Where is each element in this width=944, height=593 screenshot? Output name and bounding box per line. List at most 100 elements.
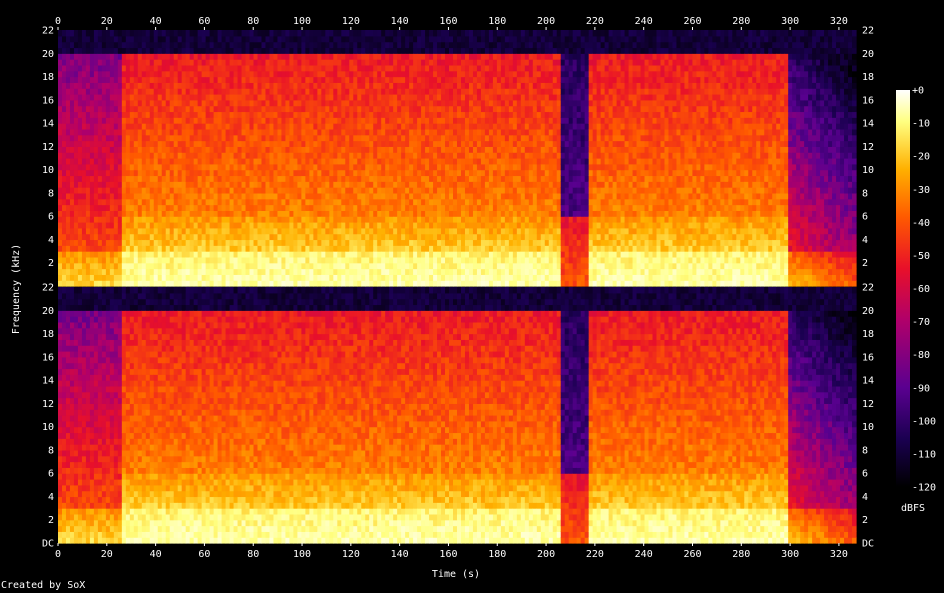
x-tick-label-top: 280	[732, 16, 750, 27]
y-tick-label-left: 22	[42, 283, 54, 294]
y-tick-label-right: 8	[862, 445, 868, 456]
y-tick-label-right: 20	[862, 306, 874, 317]
y-tick-label-left: 8	[48, 188, 54, 199]
y-tick-label-left: 18	[42, 329, 54, 340]
colorbar-tick-label: -70	[912, 317, 930, 328]
colorbar-tick-label: -100	[912, 416, 936, 427]
credit-text: Created by SoX	[1, 580, 85, 591]
y-tick-label-left: 14	[42, 119, 54, 130]
y-tick-label-right: DC	[862, 539, 874, 550]
colorbar-tick-label: -110	[912, 449, 936, 460]
x-tick-label-top: 300	[781, 16, 799, 27]
colorbar-ticks: +0 -10 -20 -30 -40 -50 -60 -70 -80 -90 -100 -110 -12…	[912, 86, 936, 494]
colorbar-tick-label: -90	[912, 383, 930, 394]
y-tick-label-right: 12	[862, 142, 874, 153]
x-tick-label-bottom: 120	[342, 549, 360, 560]
y-tick-label-right: 2	[862, 258, 868, 269]
x-tick-label-bottom: 260	[683, 549, 701, 560]
colorbar-tick-label: +0	[912, 86, 924, 97]
x-tick-label-top: 180	[488, 16, 506, 27]
x-tick-label-bottom: 300	[781, 549, 799, 560]
x-tick-label-top: 260	[683, 16, 701, 27]
y-tick-label-right: 18	[862, 329, 874, 340]
colorbar-tick-label: -30	[912, 185, 930, 196]
y-tick-label-left: 4	[48, 492, 54, 503]
y-tick-label-left: 12	[42, 142, 54, 153]
x-tick-label-bottom: 280	[732, 549, 750, 560]
x-tick-label-top: 160	[439, 16, 457, 27]
y-tick-label-left: 14	[42, 376, 54, 387]
y-tick-label-left: 16	[42, 95, 54, 106]
y-tick-label-left: 18	[42, 72, 54, 83]
x-tick-label-bottom: 60	[198, 549, 210, 560]
x-tick-label-bottom: 200	[537, 549, 555, 560]
y-tick-label-right: 14	[862, 376, 874, 387]
x-tick-label-bottom: 80	[247, 549, 259, 560]
y-tick-label-left: 2	[48, 258, 54, 269]
upper-channel-spectrogram	[58, 30, 857, 287]
y-tick-label-right: 12	[862, 399, 874, 410]
colorbar-label: dBFS	[901, 503, 925, 514]
x-tick-label-top: 220	[586, 16, 604, 27]
x-tick-label-bottom: 220	[586, 549, 604, 560]
x-tick-label-bottom: 180	[488, 549, 506, 560]
y-tick-label-left: 10	[42, 422, 54, 433]
x-tick-label-bottom: 320	[830, 549, 848, 560]
y-tick-label-left: 2	[48, 515, 54, 526]
y-tick-label-right: 10	[862, 422, 874, 433]
y-tick-label-right: 22	[862, 283, 874, 294]
colorbar: +0 -10 -20 -30 -40 -50 -60 -70 -80 -90 -100 -110 -12…	[896, 86, 936, 515]
x-tick-label-top: 200	[537, 16, 555, 27]
y-tick-label-right: 8	[862, 188, 868, 199]
y-tick-label-right: 4	[862, 492, 868, 503]
x-tick-label-top: 20	[101, 16, 113, 27]
y-tick-label-left: 6	[48, 212, 54, 223]
y-tick-label-left: 4	[48, 235, 54, 246]
colorbar-tick-label: -40	[912, 218, 930, 229]
x-tick-label-bottom: 0	[55, 549, 61, 560]
y-tick-label-left: 16	[42, 352, 54, 363]
x-axis-top: 0 20 40 60 80 100 120 140 160 180 200 220 240 260 280 3…	[55, 16, 848, 30]
x-tick-label-top: 100	[293, 16, 311, 27]
x-tick-label-bottom: 140	[391, 549, 409, 560]
y-tick-label-left: 6	[48, 469, 54, 480]
y-tick-label-right: 16	[862, 352, 874, 363]
colorbar-tick-label: -20	[912, 152, 930, 163]
y-tick-label-right: 10	[862, 165, 874, 176]
colorbar-tick-label: -50	[912, 251, 930, 262]
y-tick-label-right: 4	[862, 235, 868, 246]
colorbar-gradient	[896, 90, 910, 487]
x-tick-label-top: 320	[830, 16, 848, 27]
y-tick-label-left: 22	[42, 26, 54, 37]
x-tick-label-top: 140	[391, 16, 409, 27]
y-tick-label-left: 8	[48, 445, 54, 456]
x-tick-label-top: 120	[342, 16, 360, 27]
y-tick-label-left: DC	[42, 539, 54, 550]
y-tick-label-right: 16	[862, 95, 874, 106]
x-tick-label-top: 240	[635, 16, 653, 27]
x-tick-label-bottom: 160	[439, 549, 457, 560]
y-tick-label-right: 14	[862, 119, 874, 130]
colorbar-tick-label: -10	[912, 119, 930, 130]
y-tick-label-left: 20	[42, 306, 54, 317]
x-tick-label-top: 0	[55, 16, 61, 27]
x-axis-bottom: 0 20 40 60 80 100 120 140 160 180 200 220 240 260 280 3…	[55, 543, 848, 560]
y-tick-label-right: 6	[862, 212, 868, 223]
x-tick-label-top: 40	[150, 16, 162, 27]
x-tick-label-bottom: 100	[293, 549, 311, 560]
y-tick-label-right: 6	[862, 469, 868, 480]
x-tick-label-bottom: 40	[150, 549, 162, 560]
x-axis-label: Time (s)	[432, 569, 480, 580]
y-axis-label: Frequency (kHz)	[11, 244, 22, 334]
colorbar-tick-label: -80	[912, 350, 930, 361]
x-tick-label-top: 60	[198, 16, 210, 27]
y-tick-label-left: 12	[42, 399, 54, 410]
x-tick-label-bottom: 20	[101, 549, 113, 560]
colorbar-tick-label: -60	[912, 284, 930, 295]
colorbar-tick-label: -120	[912, 483, 936, 494]
y-tick-label-left: 20	[42, 49, 54, 60]
y-tick-label-right: 18	[862, 72, 874, 83]
